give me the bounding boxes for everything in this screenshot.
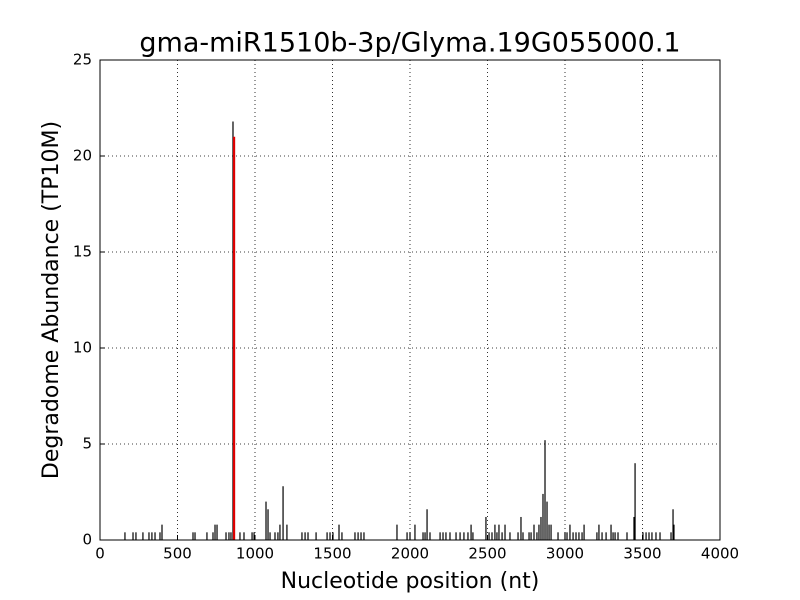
y-tick-label: 10 <box>73 339 92 357</box>
y-tick-label: 0 <box>82 531 92 549</box>
x-tick-label: 500 <box>163 545 192 563</box>
x-tick-label: 1500 <box>313 545 351 563</box>
x-tick-label: 0 <box>95 545 105 563</box>
y-axis-label: Degradome Abundance (TP10M) <box>39 121 64 479</box>
x-axis-label: Nucleotide position (nt) <box>281 569 540 594</box>
y-tick-label: 20 <box>73 147 92 165</box>
x-tick-label: 2000 <box>391 545 429 563</box>
y-tick-label: 25 <box>73 51 92 69</box>
x-tick-label: 3000 <box>546 545 584 563</box>
x-tick-label: 2500 <box>468 545 506 563</box>
x-tick-label: 3500 <box>623 545 661 563</box>
x-tick-label: 1000 <box>236 545 274 563</box>
y-tick-label: 5 <box>82 435 92 453</box>
chart-title: gma-miR1510b-3p/Glyma.19G055000.1 <box>139 28 680 59</box>
x-tick-label: 4000 <box>701 545 739 563</box>
plot-frame <box>99 59 721 541</box>
y-tick-label: 15 <box>73 243 92 261</box>
